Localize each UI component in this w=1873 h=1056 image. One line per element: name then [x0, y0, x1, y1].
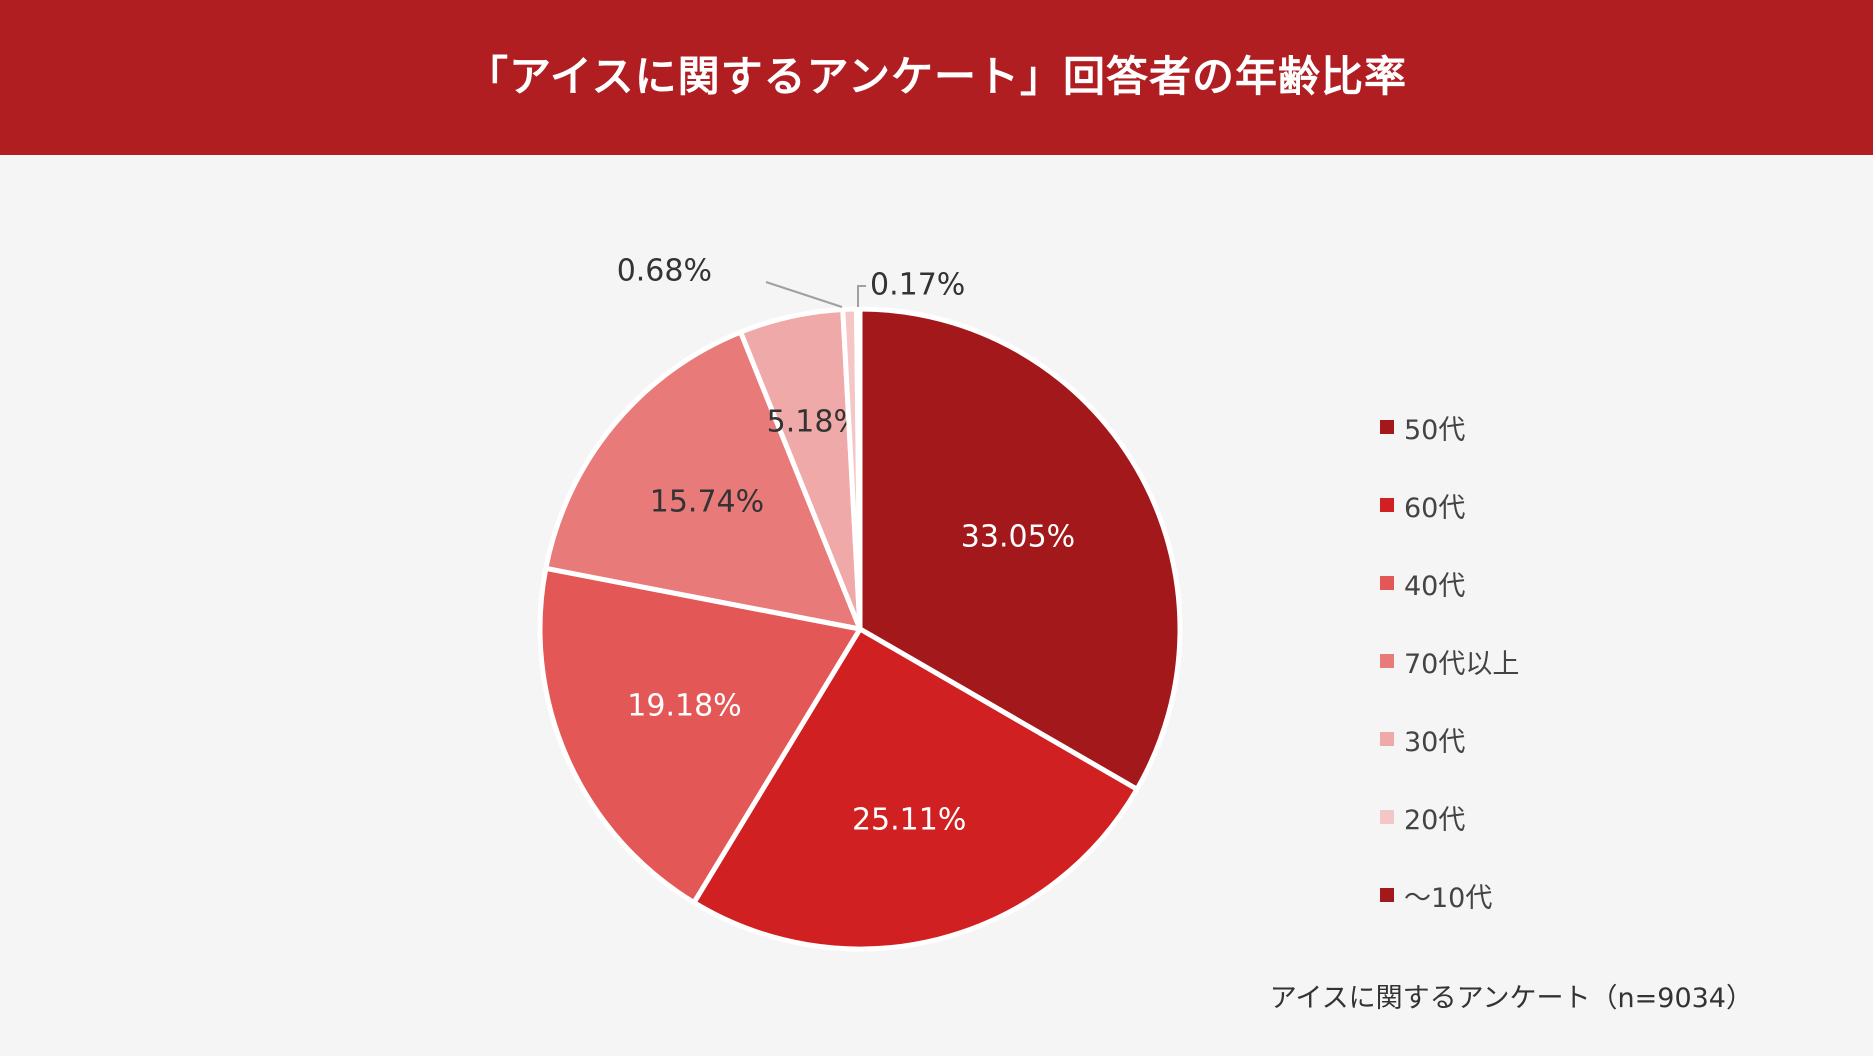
slice-data-label: 15.74%: [650, 484, 764, 519]
leader-line: [765, 281, 843, 308]
legend-label: ～10代: [1404, 882, 1493, 914]
legend-label: 60代: [1404, 492, 1466, 524]
legend-swatch: [1380, 576, 1394, 590]
slice-data-label: 0.68%: [617, 254, 712, 289]
pie-slice-2: [691, 626, 1140, 952]
legend-label: 50代: [1404, 414, 1466, 446]
slice-data-label: 33.05%: [961, 519, 1075, 554]
pie-slice-7: [854, 306, 863, 632]
legend-swatch: [1380, 420, 1394, 434]
pie-slice-4: [543, 329, 863, 632]
legend-item: 70代以上: [1380, 622, 1519, 700]
legend-label: 70代以上: [1404, 648, 1520, 680]
legend-item: 60代: [1380, 466, 1519, 544]
legend-label: 30代: [1404, 726, 1466, 758]
legend-item: 40代: [1380, 544, 1519, 622]
chart-title: 「アイスに関するアンケート」回答者の年齢比率: [466, 52, 1407, 101]
pie-slice-3: [537, 565, 863, 906]
pie-slice-1: [857, 306, 1183, 792]
slice-data-label: 0.17%: [870, 268, 965, 303]
legend-swatch: [1380, 810, 1394, 824]
slice-data-label: 19.18%: [627, 688, 741, 723]
legend-item: ～10代: [1380, 856, 1519, 934]
legend-label: 20代: [1404, 804, 1466, 836]
legend-swatch: [1380, 498, 1394, 512]
source-note: アイスに関するアンケート（n=9034）: [1269, 983, 1753, 1014]
legend-swatch: [1380, 888, 1394, 902]
legend-item: 30代: [1380, 700, 1519, 778]
legend-swatch: [1380, 654, 1394, 668]
legend-label: 40代: [1404, 570, 1466, 602]
legend-item: 20代: [1380, 778, 1519, 856]
legend-swatch: [1380, 732, 1394, 746]
header-bar: 「アイスに関するアンケート」回答者の年齢比率: [0, 0, 1873, 155]
legend: 50代 60代 40代 70代以上 30代 20代 ～10代: [1380, 388, 1519, 934]
legend-item: 50代: [1380, 388, 1519, 466]
leader-line: [857, 285, 866, 307]
slice-data-label: 25.11%: [852, 803, 966, 838]
